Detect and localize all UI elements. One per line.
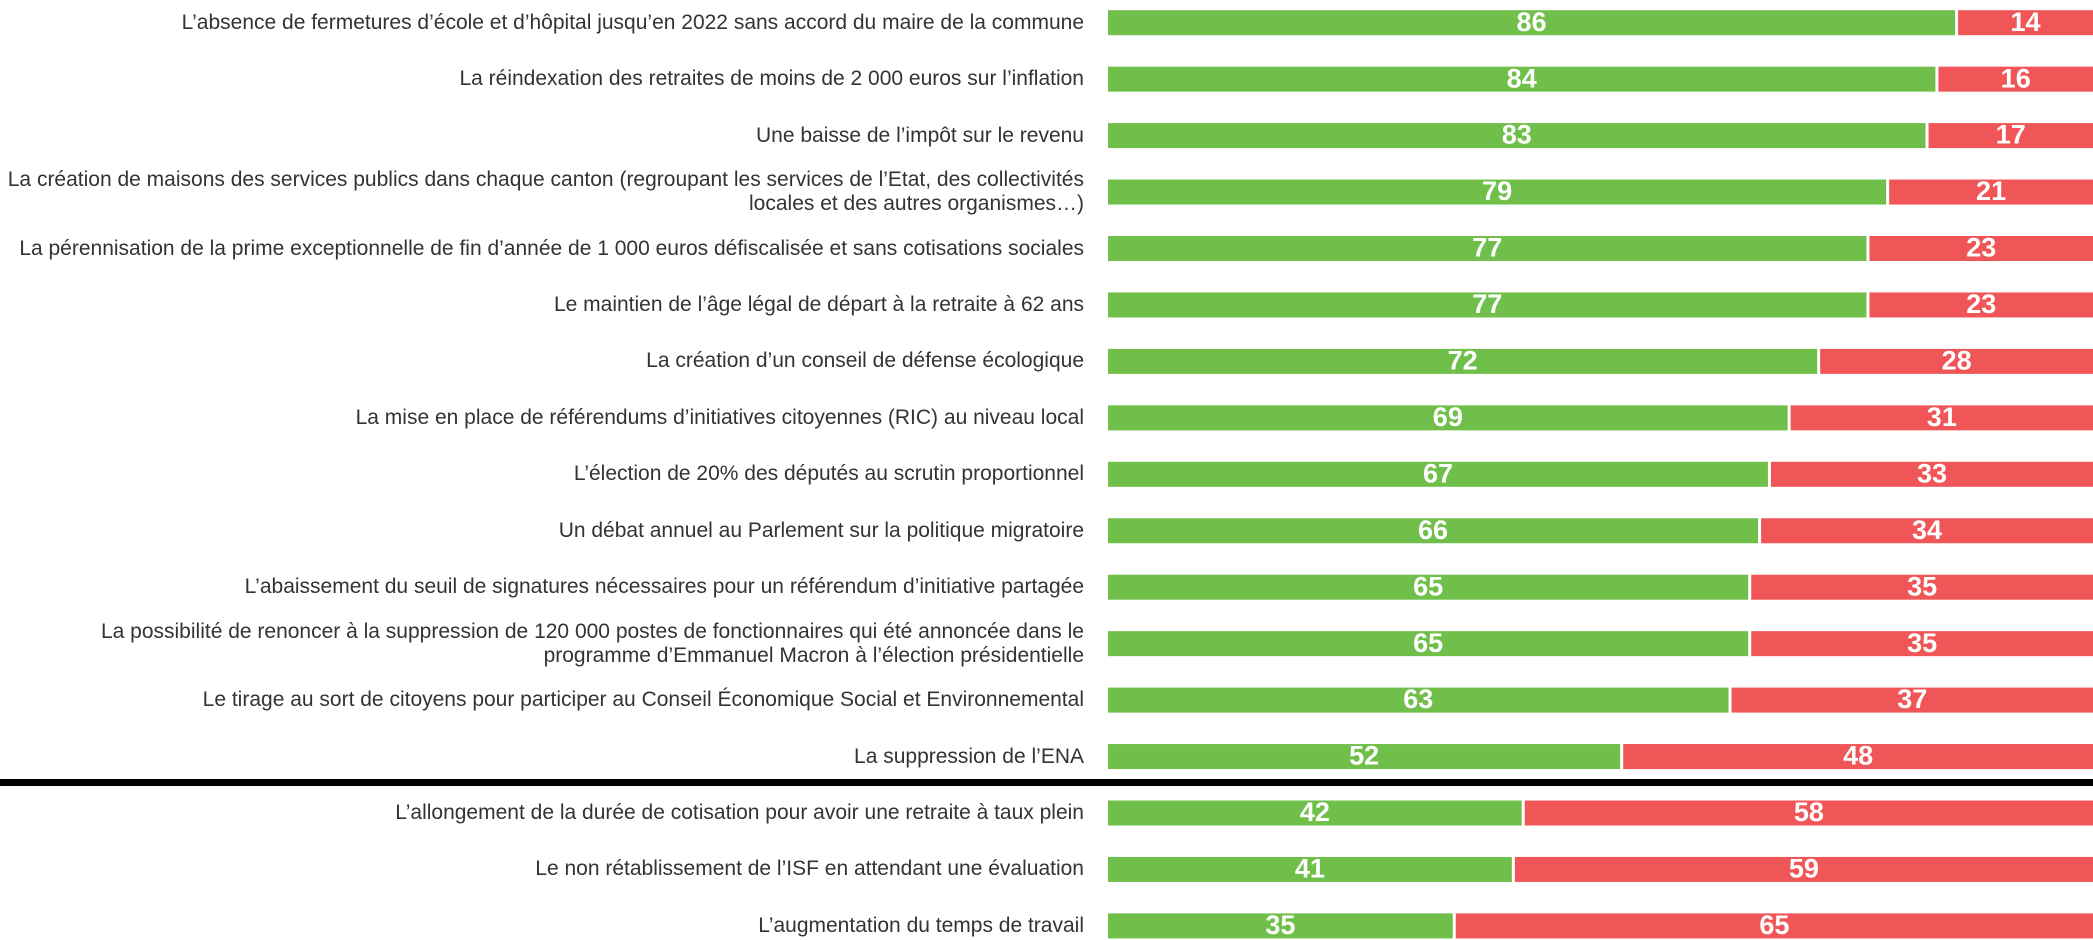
category-label: La suppression de l’ENA: [854, 744, 1084, 768]
value-label: 23: [1966, 289, 1996, 319]
value-label: 35: [1265, 910, 1295, 940]
bar-segment: [1108, 179, 1887, 205]
bar-segment: [1869, 236, 2093, 261]
category-label: Le maintien de l’âge légal de départ à l…: [553, 292, 1084, 316]
bar-segment: [1108, 518, 1759, 544]
bar-segment: [1869, 292, 2093, 318]
value-label: 65: [1413, 628, 1443, 658]
value-label: 65: [1413, 571, 1443, 601]
value-label: 31: [1927, 402, 1957, 432]
value-label: 77: [1472, 289, 1502, 319]
separator: [0, 779, 2093, 786]
category-label: Un débat annuel au Parlement sur la poli…: [558, 518, 1084, 542]
category-label: L’élection de 20% des députés au scrutin…: [573, 462, 1084, 486]
value-label: 63: [1403, 684, 1433, 714]
bar-segment: [1108, 631, 1749, 657]
bar-segment: [1108, 405, 1788, 431]
value-label: 35: [1907, 628, 1937, 658]
category-label: La création d’un conseil de défense écol…: [646, 349, 1084, 373]
category-label: La réindexation des retraites de moins d…: [459, 67, 1084, 91]
value-label: 34: [1912, 515, 1942, 545]
category-label: La pérennisation de la prime exceptionne…: [19, 236, 1084, 260]
value-label: 79: [1482, 176, 1512, 206]
bar-segment: [1770, 461, 2093, 487]
category-label: L’allongement de la durée de cotisation …: [395, 801, 1084, 824]
value-label: 69: [1433, 402, 1463, 432]
category-label: L’abaissement du seuil de signatures néc…: [244, 575, 1084, 599]
bar-segment: [1108, 687, 1729, 713]
category-label: La mise en place de référendums d’initia…: [355, 405, 1084, 429]
bar-segment: [1108, 348, 1818, 374]
value-label: 72: [1448, 346, 1478, 376]
value-label: 52: [1349, 741, 1379, 771]
value-label: 48: [1843, 741, 1873, 771]
value-label: 77: [1472, 233, 1502, 263]
value-label: 83: [1502, 120, 1532, 150]
value-label: 37: [1897, 684, 1927, 714]
bar-segment: [1514, 856, 2093, 882]
bar-segment: [1108, 236, 1867, 261]
bar-segment: [1751, 574, 2093, 600]
bar-segment: [1751, 631, 2093, 657]
bar-segment: [1938, 66, 2093, 92]
category-label: Le non rétablissement de l’ISF en attend…: [535, 857, 1084, 881]
bar-segment: [1108, 744, 1621, 770]
bar-segment: [1455, 913, 2093, 939]
bar-segment: [1958, 10, 2093, 36]
bar-segment: [1731, 687, 2093, 713]
value-label: 66: [1418, 515, 1448, 545]
value-label: 86: [1517, 7, 1547, 37]
value-label: 59: [1789, 854, 1819, 884]
value-label: 84: [1507, 63, 1537, 93]
bar-segment: [1623, 744, 2093, 770]
bar-segment: [1108, 913, 1453, 939]
bar-segment: [1820, 348, 2093, 374]
bar-segment: [1108, 66, 1936, 92]
category-label: La création de maisons des services publ…: [7, 168, 1084, 216]
bar-segment: [1790, 405, 2093, 431]
value-label: 35: [1907, 571, 1937, 601]
value-label: 33: [1917, 458, 1947, 488]
bar-segment: [1108, 292, 1867, 318]
bar-segment: [1889, 179, 2093, 205]
bar-segment: [1108, 461, 1768, 487]
bar-segment: [1108, 800, 1522, 826]
value-label: 21: [1976, 176, 2006, 206]
bar-segment: [1761, 518, 2093, 544]
value-label: 67: [1423, 458, 1453, 488]
category-label: La possibilité de renoncer à la suppress…: [100, 619, 1084, 667]
value-label: 42: [1300, 797, 1330, 827]
category-label: L’augmentation du temps de travail: [758, 913, 1084, 937]
value-label: 16: [2001, 63, 2031, 93]
value-label: 65: [1759, 910, 1789, 940]
bar-segment: [1108, 10, 1956, 36]
value-label: 28: [1942, 346, 1972, 376]
value-label: 17: [1996, 120, 2026, 150]
category-label: L’absence de fermetures d’école et d’hôp…: [181, 10, 1084, 34]
bar-segment: [1108, 123, 1926, 149]
value-label: 14: [2011, 7, 2041, 37]
bar-segment: [1524, 800, 2093, 826]
category-label: Une baisse de l’impôt sur le revenu: [755, 123, 1084, 147]
category-label: Le tirage au sort de citoyens pour parti…: [202, 688, 1084, 712]
bar-segment: [1928, 123, 2093, 149]
bar-segment: [1108, 574, 1749, 600]
value-label: 23: [1966, 233, 1996, 263]
value-label: 41: [1295, 854, 1325, 884]
bar-segment: [1108, 856, 1512, 882]
value-label: 58: [1794, 797, 1824, 827]
